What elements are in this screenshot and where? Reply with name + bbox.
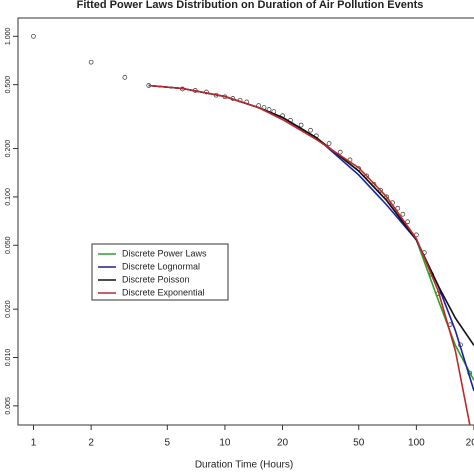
data-point	[326, 141, 332, 146]
x-tick-label: 5	[165, 438, 171, 449]
data-point	[405, 219, 410, 225]
data-point	[122, 75, 128, 80]
data-point	[31, 33, 36, 39]
legend-label: Discrete Lognormal	[122, 261, 200, 271]
y-tick-label: 1.000	[5, 27, 12, 45]
data-point	[364, 173, 370, 179]
x-tick-label: 50	[353, 438, 365, 449]
x-axis-label: Duration Time (Hours)	[195, 460, 293, 471]
y-tick-label: 0.500	[5, 76, 12, 94]
data-point	[395, 205, 401, 211]
y-tick-label: 0.200	[5, 140, 12, 158]
x-tick-label: 200	[466, 438, 474, 449]
data-point	[384, 194, 390, 200]
fit-line	[148, 84, 474, 381]
data-point	[88, 59, 94, 65]
y-tick-label: 0.005	[5, 397, 12, 415]
data-point	[337, 149, 343, 155]
x-tick-label: 1	[31, 438, 37, 449]
data-point	[378, 187, 383, 193]
plot-frame	[17, 17, 474, 426]
data-point	[298, 122, 304, 128]
fit-line	[148, 84, 474, 392]
y-tick-label: 0.010	[5, 349, 12, 367]
fit-line	[148, 84, 471, 425]
legend-label: Discrete Power Laws	[122, 248, 207, 258]
legend-label: Discrete Exponential	[122, 287, 205, 297]
x-tick-label: 100	[408, 438, 425, 449]
x-tick-label: 10	[219, 438, 231, 449]
data-point	[400, 211, 406, 217]
data-point	[308, 127, 313, 133]
y-tick-label: 0.050	[5, 236, 12, 254]
x-tick-label: 2	[88, 438, 94, 449]
legend-label: Discrete Poisson	[122, 274, 190, 284]
plot-area	[31, 33, 474, 425]
y-tick-label: 0.020	[5, 300, 12, 318]
y-tick-label: 0.100	[5, 188, 12, 206]
x-tick-label: 20	[277, 438, 289, 449]
chart-title: Fitted Power Laws Distribution on Durati…	[77, 0, 424, 11]
fit-line	[148, 84, 474, 346]
